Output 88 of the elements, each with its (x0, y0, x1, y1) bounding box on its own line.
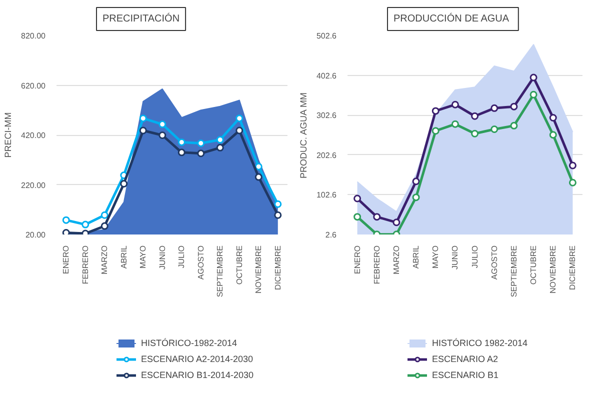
point (236, 126, 244, 134)
point (432, 107, 440, 115)
point (412, 178, 420, 186)
y-tick-label: 820.00 (21, 32, 46, 40)
y-tick-label: 2.6 (325, 230, 338, 240)
point (178, 138, 186, 146)
point (274, 200, 282, 208)
legend-label: ESCENARIO A2 (432, 354, 498, 364)
point (530, 90, 538, 98)
x-tick-label: FEBRERO (80, 246, 90, 284)
point (216, 136, 224, 144)
x-tick-label: ENERO (62, 245, 71, 274)
point (197, 150, 205, 158)
x-tick-label: ABRIL (119, 244, 128, 269)
point (274, 211, 282, 219)
x-tick-label: MAYO (431, 245, 440, 268)
y-axis-title: PRODUC. AGUA MM (298, 92, 308, 178)
x-tick-label: OCTUBRE (529, 245, 538, 285)
y-tick-label: 620.00 (21, 81, 46, 90)
point (490, 126, 498, 134)
y-tick-label: 220.00 (21, 180, 46, 190)
x-tick-label: AGOSTO (196, 245, 206, 280)
legend-label: HISTÓRICO-1982-2014 (141, 338, 238, 348)
point (471, 130, 479, 138)
x-tick-label: JULIO (470, 246, 480, 268)
point (568, 162, 576, 170)
legend-label: HISTÓRICO 1982-2014 (432, 338, 528, 348)
point (236, 114, 244, 122)
point (432, 127, 440, 135)
point (178, 148, 186, 156)
x-tick-label: MAYO (138, 245, 148, 268)
x-tick-label: FEBRERO (372, 246, 382, 284)
y-tick-label: 202.6 (316, 150, 338, 160)
x-tick-label: JUNIO (158, 246, 167, 270)
x-tick-label: MARZO (392, 245, 401, 274)
x-tick-label: NOVIEMBRE (548, 245, 558, 294)
point (158, 120, 166, 128)
point (471, 112, 479, 120)
legend-label: ESCENARIO B1 (432, 370, 499, 380)
y-tick-label: 502.6 (316, 32, 338, 40)
y-axis-title: PRECI-MM (3, 112, 14, 158)
x-tick-label: OCTUBRE (234, 245, 244, 285)
x-tick-label: JUNIO (450, 246, 460, 270)
y-tick-label: 20.00 (25, 230, 46, 240)
x-tick-label: ENERO (352, 245, 362, 274)
point (451, 120, 459, 128)
x-tick-label: NOVIEMBRE (254, 245, 264, 294)
point (158, 132, 166, 139)
point (510, 122, 518, 130)
point (412, 194, 420, 202)
y-tick-label: 420.00 (21, 131, 46, 140)
x-tick-label: ABRIL (412, 244, 421, 269)
chart-title: PRODUCCIÓN DE AGUA (394, 12, 510, 24)
chart-title: PRECIPITACIÓN (102, 12, 180, 24)
point (139, 126, 147, 134)
point (451, 100, 459, 108)
y-tick-label: 302.6 (316, 111, 338, 120)
point (100, 222, 108, 230)
point (392, 218, 400, 226)
point (373, 213, 381, 221)
point (120, 180, 128, 188)
point (254, 173, 262, 181)
point (354, 213, 362, 221)
point (568, 178, 576, 186)
point (82, 220, 90, 228)
point (197, 139, 205, 147)
point (510, 102, 518, 110)
point (254, 162, 262, 170)
point (530, 74, 538, 82)
point (549, 131, 557, 139)
x-tick-label: SEPTIEMBRE (509, 245, 518, 298)
point (354, 194, 362, 202)
point (216, 144, 224, 152)
legend-label: ESCENARIO A2-2014-2030 (141, 354, 254, 364)
x-tick-label: SEPTIEMBRE (216, 245, 225, 298)
y-tick-label: 402.6 (316, 71, 338, 80)
point (549, 114, 557, 122)
point (62, 216, 70, 224)
x-tick-label: AGOSTO (490, 245, 499, 280)
x-tick-label: DICIEMBRE (568, 245, 578, 290)
legend-label: ESCENARIO B1-2014-2030 (141, 370, 254, 380)
point (139, 114, 147, 122)
point (100, 211, 108, 219)
x-tick-label: JULIO (177, 246, 186, 268)
x-tick-label: MARZO (100, 245, 110, 274)
point (490, 104, 498, 112)
x-tick-label: DICIEMBRE (273, 245, 282, 290)
y-tick-label: 102.6 (316, 190, 338, 200)
